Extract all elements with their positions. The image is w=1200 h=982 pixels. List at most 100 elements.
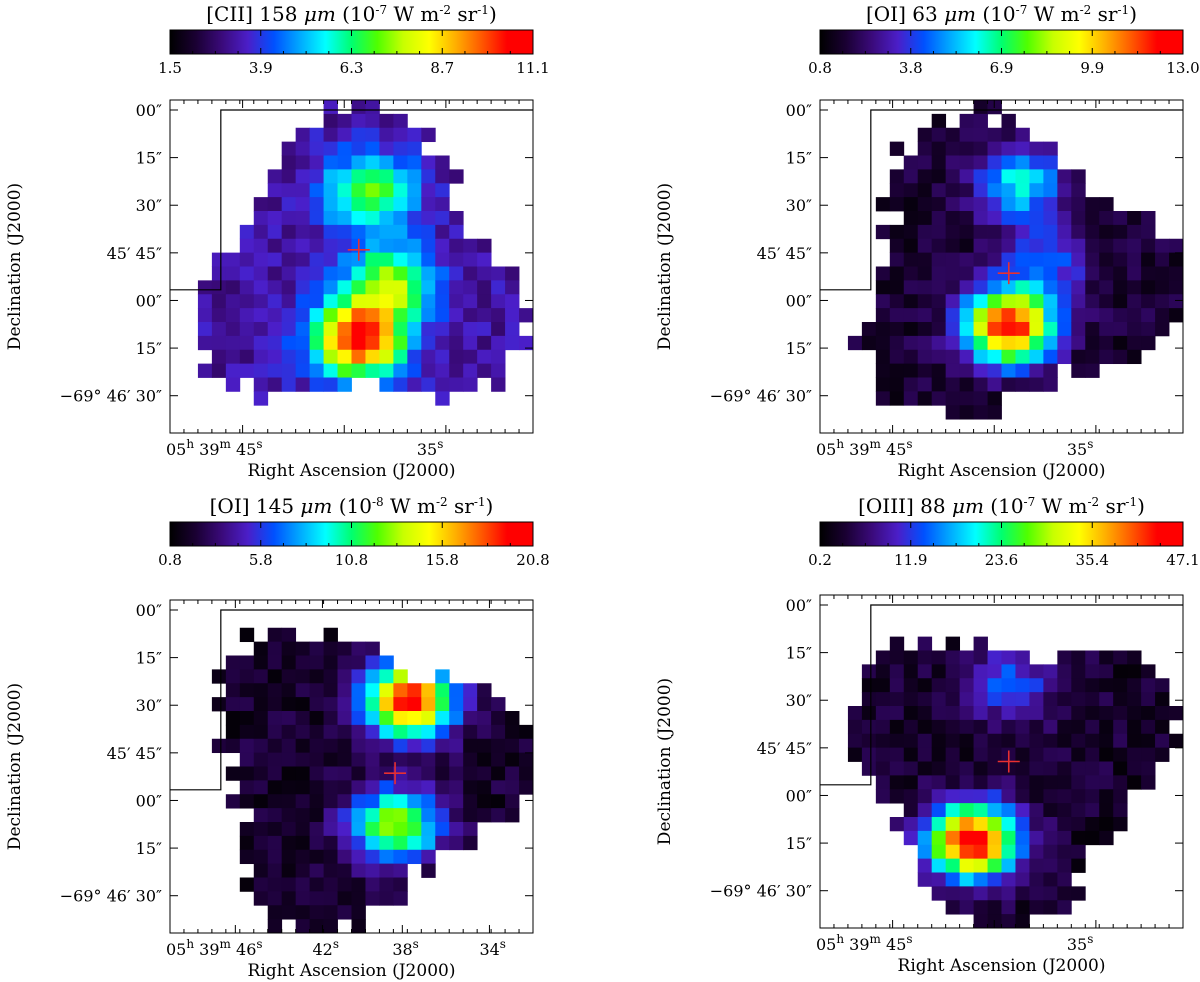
heatmap-cell <box>309 822 324 837</box>
heatmap-cell <box>973 100 988 115</box>
heatmap-cell <box>449 822 464 837</box>
heatmap-cell <box>1155 308 1170 323</box>
heatmap-cell <box>1085 830 1100 846</box>
heatmap-cell <box>295 724 311 740</box>
heatmap-cell <box>1127 280 1142 295</box>
heatmap-cell <box>337 835 352 851</box>
heatmap-cell <box>847 733 863 749</box>
heatmap-cell <box>281 183 297 198</box>
y-tick-label: 15″ <box>136 149 162 168</box>
colorbar-tick-label: 35.4 <box>1076 551 1109 569</box>
heatmap-cell <box>295 211 311 226</box>
heatmap-cell <box>435 822 450 837</box>
heatmap-cell <box>491 280 506 295</box>
heatmap-cell <box>931 803 947 818</box>
heatmap-cell <box>421 780 436 795</box>
heatmap-cell <box>505 266 520 281</box>
y-tick-label: 45′ 45″ <box>107 744 162 763</box>
heatmap-cell <box>407 127 422 143</box>
heatmap-cell <box>945 733 961 749</box>
heatmap-cell <box>323 766 338 781</box>
heatmap-cell <box>407 683 422 698</box>
heatmap-cell <box>1029 872 1044 887</box>
heatmap-cell <box>1085 817 1100 832</box>
heatmap-cell <box>917 211 933 226</box>
heatmap-cell <box>973 127 988 143</box>
x-tick-label: 35s <box>1067 932 1094 954</box>
heatmap-cell <box>945 294 961 309</box>
y-tick-label: 15″ <box>786 339 812 358</box>
heatmap-cell <box>281 822 297 837</box>
heatmap-cell <box>253 669 269 684</box>
heatmap-cell <box>1001 817 1016 832</box>
heatmap-cell <box>1029 197 1044 212</box>
footprint-outline <box>820 604 1183 786</box>
heatmap-cell <box>917 789 933 804</box>
heatmap-cell <box>1015 830 1030 846</box>
heatmap-cell <box>337 155 352 170</box>
heatmap-cell <box>351 822 366 837</box>
y-tick-label: 15″ <box>136 839 162 858</box>
heatmap-cell <box>323 211 338 226</box>
heatmap-cell <box>1015 197 1030 212</box>
heatmap-cell <box>365 711 380 726</box>
heatmap-cell <box>379 780 394 795</box>
heatmap-cells <box>197 100 534 406</box>
heatmap-cell <box>987 308 1002 323</box>
heatmap-cell <box>295 891 311 906</box>
heatmap-cell <box>239 224 255 240</box>
heatmap-cell <box>323 169 338 184</box>
heatmap-cell <box>365 669 380 684</box>
heatmap-cell <box>1099 678 1114 693</box>
heatmap-cell <box>1029 266 1044 281</box>
heatmap-cell <box>351 905 366 920</box>
heatmap-cell <box>1169 238 1184 254</box>
y-tick-label: 00″ <box>786 291 812 310</box>
heatmap-cell <box>365 808 380 823</box>
heatmap-cell <box>309 141 324 156</box>
heatmap-cell <box>281 141 297 156</box>
heatmap-cell <box>197 322 213 337</box>
heatmap-cell <box>365 211 380 226</box>
heatmap-cell <box>365 197 380 212</box>
heatmap-cell <box>407 724 422 740</box>
heatmap-cell <box>393 683 408 698</box>
heatmap-cell <box>875 678 891 693</box>
heatmap-cell <box>295 266 311 281</box>
heatmap-cell <box>239 669 255 684</box>
heatmap-cell <box>889 692 905 707</box>
heatmap-cell <box>337 766 352 781</box>
heatmap-cell <box>295 363 311 378</box>
heatmap-cell <box>945 636 961 651</box>
heatmap-cell <box>1015 747 1030 762</box>
heatmap-cell <box>987 127 1002 143</box>
x-tick-label: 35s <box>417 437 444 459</box>
heatmap-cell <box>1169 252 1184 267</box>
heatmap-cell <box>1141 211 1156 226</box>
heatmap-cell <box>351 877 366 892</box>
heatmap-cell <box>945 719 961 735</box>
heatmap-cell <box>351 141 366 156</box>
heatmap-cell <box>393 294 408 309</box>
heatmap-cell <box>239 752 255 767</box>
heatmap-cell <box>477 266 492 281</box>
heatmap-cell <box>931 349 947 365</box>
heatmap-cell <box>281 294 297 309</box>
heatmap-cell <box>393 224 408 240</box>
heatmap-cell <box>1071 335 1086 351</box>
heatmap-cell <box>477 349 492 365</box>
heatmap-cell <box>379 127 394 143</box>
heatmap-cell <box>889 733 905 749</box>
heatmap-cell <box>1127 349 1142 365</box>
heatmap-cell <box>1015 252 1030 267</box>
heatmap-cell <box>253 808 269 823</box>
heatmap-cell <box>421 835 436 851</box>
heatmap-cell <box>889 706 905 721</box>
heatmap-cell <box>295 155 311 170</box>
heatmap-cell <box>435 711 450 726</box>
heatmap-cell <box>379 697 394 712</box>
heatmap-cell <box>323 794 338 809</box>
heatmap-cell <box>1099 692 1114 707</box>
heatmap-cell <box>309 808 324 823</box>
heatmap-cell <box>1001 349 1016 365</box>
